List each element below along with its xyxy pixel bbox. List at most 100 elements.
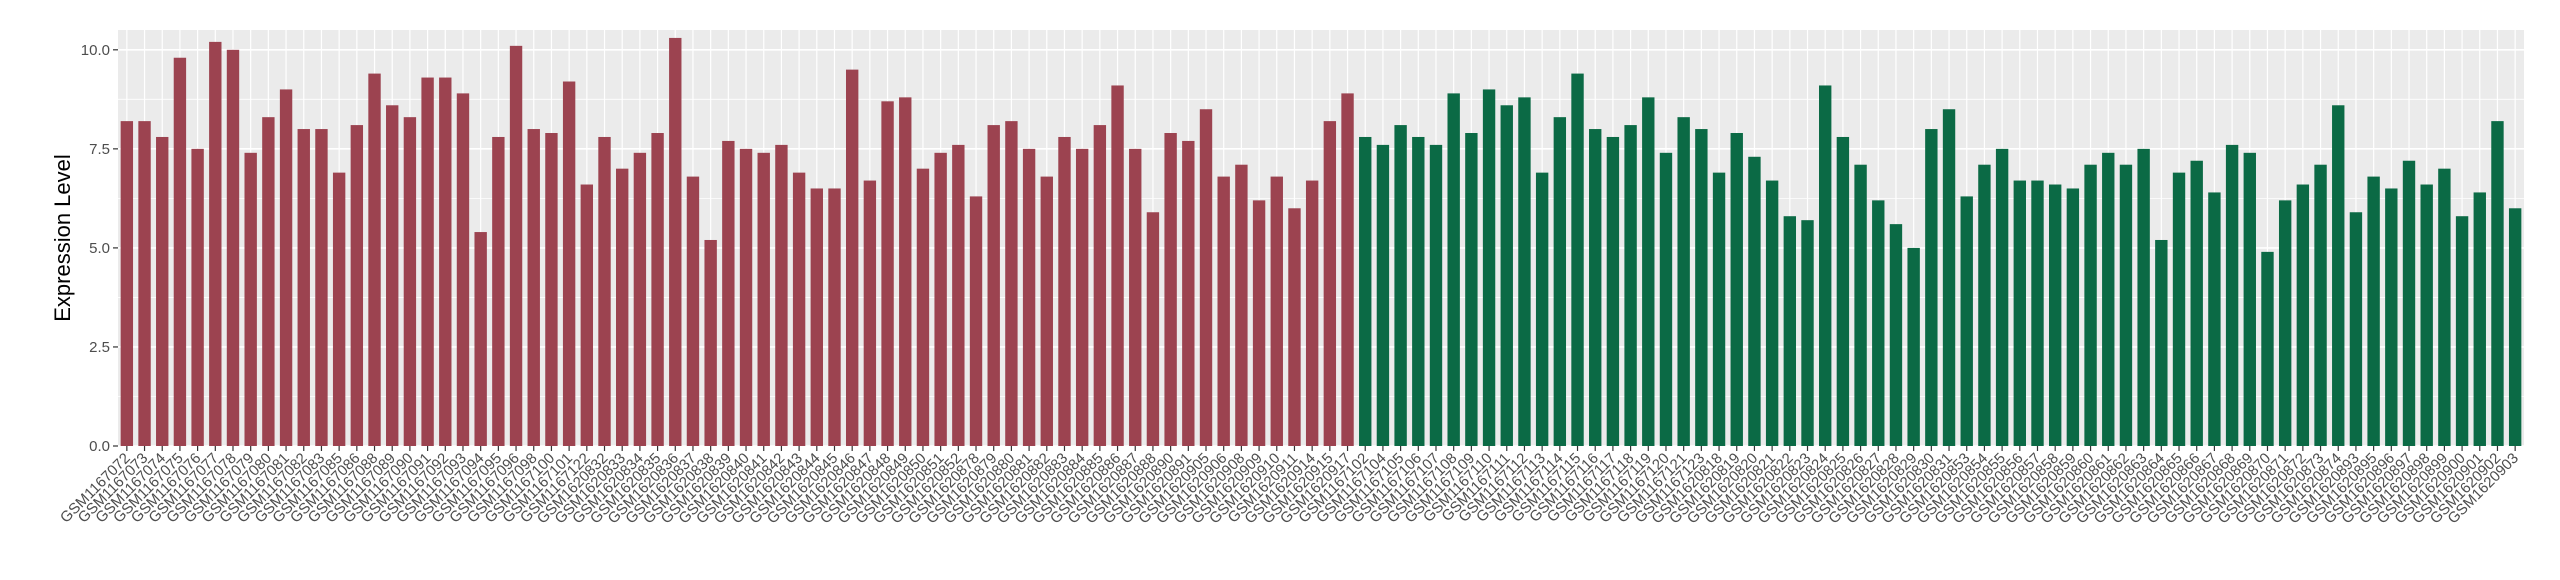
bar-GSM1167086 <box>350 125 364 446</box>
bar-GSM1167118 <box>1624 125 1637 446</box>
bar-GSM1620842 <box>775 144 788 446</box>
bar-GSM1620857 <box>2031 180 2044 447</box>
bar-GSM1167077 <box>209 41 222 447</box>
bar-GSM1620860 <box>2084 164 2097 446</box>
bar-GSM1620891 <box>1182 140 1195 446</box>
bar-GSM1620846 <box>845 69 859 446</box>
bar-GSM1620870 <box>2261 251 2274 446</box>
bar-GSM1167105 <box>1394 125 1407 446</box>
bar-GSM1167117 <box>1606 136 1620 446</box>
bar-GSM1620869 <box>2243 152 2256 447</box>
bar-GSM1620914 <box>1305 180 1319 447</box>
bar-GSM1167119 <box>1642 97 1655 446</box>
bars <box>120 37 2522 447</box>
bar-GSM1167100 <box>545 133 558 446</box>
bar-GSM1620854 <box>1978 164 1991 446</box>
bar-GSM1620834 <box>633 152 647 447</box>
bar-GSM1167082 <box>297 129 310 447</box>
bar-GSM1167096 <box>509 45 523 446</box>
bar-GSM1620893 <box>2349 212 2363 446</box>
bar-GSM1620823 <box>1801 220 1814 446</box>
bar-GSM1167122 <box>580 184 594 446</box>
bar-GSM1620917 <box>1341 93 1354 446</box>
bar-GSM1620827 <box>1872 200 1885 446</box>
y-tick-label: 2.5 <box>89 339 110 356</box>
bar-GSM1167076 <box>191 148 204 446</box>
bar-GSM1620879 <box>987 125 1000 446</box>
bar-GSM1167072 <box>120 121 134 446</box>
y-tick-label: 10.0 <box>81 42 110 59</box>
y-tick-label: 7.5 <box>89 141 110 158</box>
bar-GSM1167121 <box>1677 117 1690 447</box>
bar-GSM1620873 <box>2314 164 2327 446</box>
bar-GSM1167088 <box>368 73 381 446</box>
bar-GSM1167110 <box>1482 89 1496 446</box>
bar-GSM1620878 <box>969 196 983 446</box>
bar-GSM1620840 <box>739 148 753 446</box>
bar-GSM1620874 <box>2332 105 2345 447</box>
bar-GSM1620836 <box>669 37 682 447</box>
bar-GSM1167078 <box>226 49 240 447</box>
y-axis: 0.0 2.5 5.0 7.5 10.0 <box>81 42 118 455</box>
bar-GSM1620888 <box>1146 212 1160 446</box>
y-tick-label: 5.0 <box>89 240 110 257</box>
bar-GSM1167115 <box>1571 73 1584 446</box>
bar-GSM1620828 <box>1889 224 1903 446</box>
bar-GSM1167095 <box>492 136 505 446</box>
bar-GSM1620845 <box>828 188 841 446</box>
bar-GSM1620837 <box>686 176 700 447</box>
bar-GSM1620906 <box>1217 176 1230 447</box>
bar-GSM1620821 <box>1765 180 1779 447</box>
bar-GSM1167112 <box>1518 97 1531 446</box>
bar-GSM1620851 <box>934 152 947 447</box>
bar-GSM1620847 <box>863 180 877 447</box>
bar-GSM1620853 <box>1960 196 1973 446</box>
bar-GSM1620830 <box>1925 129 1938 447</box>
bar-GSM1620880 <box>1005 121 1018 446</box>
bar-GSM1620861 <box>2102 152 2115 447</box>
bar-GSM1620822 <box>1783 216 1797 446</box>
bar-GSM1167081 <box>279 89 293 446</box>
bar-GSM1620825 <box>1836 136 1850 446</box>
bar-GSM1620911 <box>1288 208 1301 446</box>
bar-GSM1167111 <box>1500 105 1513 447</box>
bar-GSM1620909 <box>1252 200 1266 446</box>
bar-GSM1167092 <box>439 77 452 447</box>
bar-GSM1620886 <box>1111 85 1124 446</box>
bar-GSM1620859 <box>2066 188 2080 446</box>
bar-GSM1167102 <box>1359 136 1372 446</box>
bar-GSM1620908 <box>1235 164 1248 446</box>
bar-GSM1167113 <box>1535 172 1549 446</box>
bar-GSM1620866 <box>2190 160 2203 446</box>
bar-GSM1167085 <box>332 172 346 446</box>
bar-GSM1620819 <box>1730 133 1743 446</box>
bar-GSM1620848 <box>881 101 894 447</box>
bar-GSM1620915 <box>1323 121 1337 446</box>
bar-GSM1167073 <box>138 121 151 446</box>
bar-GSM1167109 <box>1465 133 1478 446</box>
bar-GSM1620890 <box>1164 133 1177 446</box>
bar-GSM1620841 <box>757 152 770 447</box>
bar-GSM1620872 <box>2296 184 2310 446</box>
bar-GSM1620867 <box>2208 192 2221 446</box>
bar-GSM1167089 <box>386 105 399 447</box>
bar-GSM1620884 <box>1075 148 1089 446</box>
bar-GSM1620864 <box>2155 239 2168 446</box>
bar-GSM1620844 <box>810 188 823 446</box>
bar-GSM1620897 <box>2402 160 2416 446</box>
bar-GSM1167090 <box>403 117 417 447</box>
bar-GSM1167107 <box>1429 144 1443 446</box>
bar-GSM1167098 <box>527 129 540 447</box>
bar-GSM1167074 <box>156 136 169 446</box>
bar-GSM1620885 <box>1093 125 1107 446</box>
bar-GSM1620838 <box>704 239 717 446</box>
bar-GSM1620881 <box>1022 148 1036 446</box>
bar-GSM1620863 <box>2137 148 2150 446</box>
bar-GSM1167080 <box>262 117 275 447</box>
bar-GSM1167094 <box>474 232 487 446</box>
bar-GSM1620901 <box>2473 192 2486 446</box>
bar-GSM1167083 <box>315 129 328 447</box>
bar-GSM1620865 <box>2172 172 2186 446</box>
bar-GSM1620868 <box>2225 144 2239 446</box>
